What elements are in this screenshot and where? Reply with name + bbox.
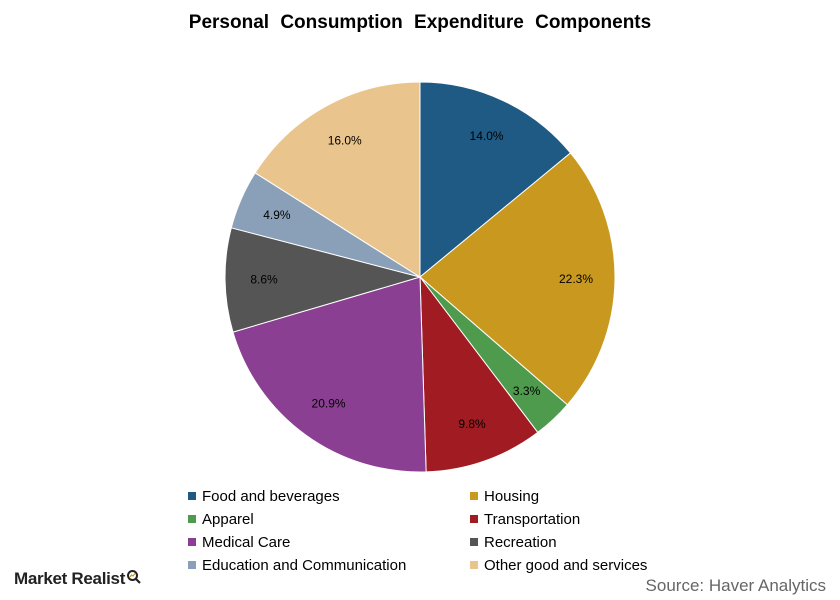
legend-swatch-2 xyxy=(188,515,196,523)
pie-slice-3 xyxy=(419,275,539,473)
legend-item-3: Transportation xyxy=(470,509,708,529)
legend-label-2: Apparel xyxy=(202,510,254,528)
legend-label-5: Recreation xyxy=(484,533,557,551)
legend-swatch-5 xyxy=(470,538,478,546)
legend-swatch-1 xyxy=(470,492,478,500)
chart-title: Personal Consumption Expenditure Compone… xyxy=(188,12,652,33)
slice-data-label-1: 22.3% xyxy=(559,272,593,286)
legend-item-6: Education and Communication xyxy=(188,555,470,575)
legend-swatch-7 xyxy=(470,561,478,569)
legend-item-7: Other good and services xyxy=(470,555,708,575)
legend-label-6: Education and Communication xyxy=(202,556,407,574)
legend-item-0: Food and beverages xyxy=(188,486,470,506)
legend-item-4: Medical Care xyxy=(188,532,470,552)
slice-data-label-2: 3.3% xyxy=(513,384,541,398)
pie-slice-1 xyxy=(419,152,616,406)
legend-label-7: Other good and services xyxy=(484,556,648,574)
source-note: Source: Haver Analytics xyxy=(645,576,826,595)
slice-data-label-5: 8.6% xyxy=(250,272,278,286)
brand-logo: Market Realist xyxy=(14,569,142,589)
pie-slice-7 xyxy=(254,81,421,278)
legend-label-0: Food and beverages xyxy=(202,487,340,505)
slice-data-label-3: 9.8% xyxy=(458,417,486,431)
magnifier-icon xyxy=(127,570,141,584)
pie-slice-0 xyxy=(419,81,572,279)
pie-slice-4 xyxy=(232,276,427,473)
legend-item-2: Apparel xyxy=(188,509,470,529)
legend-label-3: Transportation xyxy=(484,510,581,528)
legend-label-4: Medical Care xyxy=(202,533,291,551)
slice-data-label-4: 20.9% xyxy=(312,396,346,410)
legend-item-5: Recreation xyxy=(470,532,708,552)
legend-swatch-4 xyxy=(188,538,196,546)
slice-data-label-6: 4.9% xyxy=(263,208,291,222)
slice-data-label-7: 16.0% xyxy=(328,133,362,147)
legend-label-1: Housing xyxy=(484,487,540,505)
chart-legend: Food and beverages Housing Apparel Transpor… xyxy=(188,486,708,575)
legend-swatch-6 xyxy=(188,561,196,569)
brand-name: Market Realist xyxy=(14,569,126,588)
legend-swatch-0 xyxy=(188,492,196,500)
legend-swatch-3 xyxy=(470,515,478,523)
pie-slice-5 xyxy=(224,227,422,333)
slice-data-label-0: 14.0% xyxy=(470,129,504,143)
legend-item-1: Housing xyxy=(470,486,708,506)
